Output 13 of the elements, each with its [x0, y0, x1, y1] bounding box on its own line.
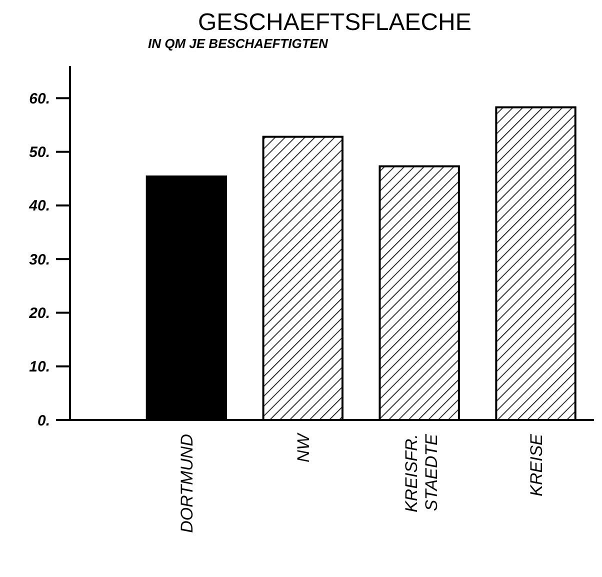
chart-subtitle: IN QM JE BESCHAEFTIGTEN: [148, 36, 328, 51]
chart-title: GESCHAEFTSFLAECHE: [198, 9, 472, 36]
x-tick-label: KREISFR. STAEDTE: [402, 433, 441, 512]
y-tick-label: 40.: [28, 198, 50, 215]
x-tick-label: NW: [294, 432, 313, 462]
x-tick-label: DORTMUND: [177, 434, 196, 533]
x-tick-label: KREISE: [526, 433, 546, 496]
y-tick-label: 60.: [29, 90, 50, 108]
y-tick-label: 30.: [29, 251, 50, 268]
y-tick-label: 10.: [29, 358, 50, 376]
y-tick-label: 0.: [37, 412, 50, 430]
y-tick-label: 20.: [28, 304, 50, 322]
y-tick-label: 50.: [29, 144, 50, 162]
